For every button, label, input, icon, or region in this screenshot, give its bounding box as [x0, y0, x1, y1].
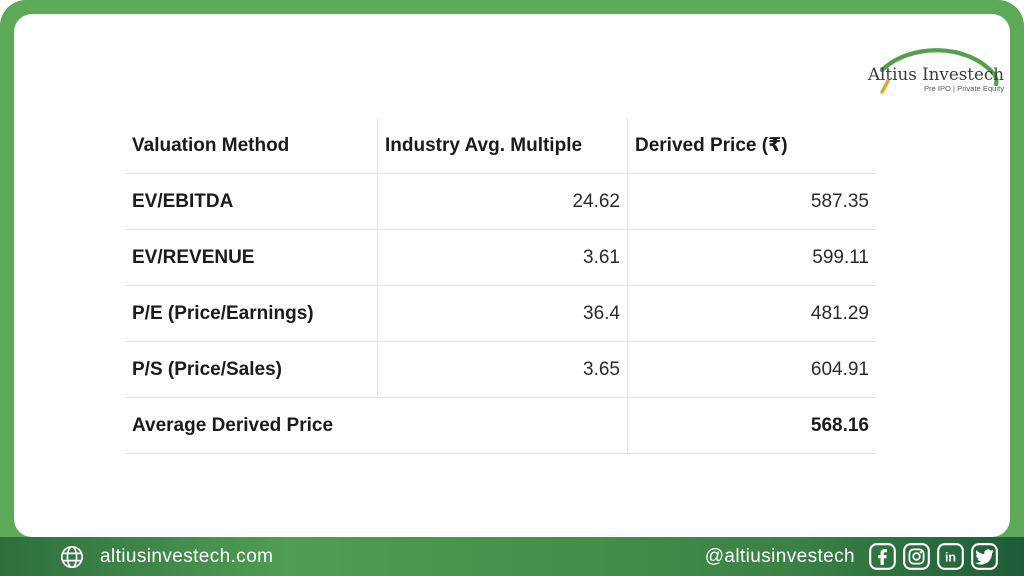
price-cell: 599.11	[627, 230, 876, 285]
multiple-cell: 24.62	[377, 174, 627, 229]
content-card	[14, 14, 1010, 537]
table-row: P/S (Price/Sales) 3.65 604.91	[125, 342, 876, 398]
logo-arc	[879, 48, 999, 87]
social-handle[interactable]: @altiusinvestech	[704, 545, 855, 567]
twitter-icon[interactable]	[971, 543, 998, 570]
linkedin-icon[interactable]: in	[937, 543, 964, 570]
multiple-cell: 3.61	[377, 230, 627, 285]
footer-right: @altiusinvestech in	[705, 543, 1024, 570]
price-cell: 604.91	[627, 342, 876, 397]
table-row: P/E (Price/Earnings) 36.4 481.29	[125, 286, 876, 342]
col-header-multiple: Industry Avg. Multiple	[377, 118, 627, 173]
svg-text:in: in	[945, 550, 956, 564]
col-header-method: Valuation Method	[132, 134, 290, 156]
brand-logo: Altius Investech Pre IPO | Private Equit…	[867, 48, 1004, 94]
table-row: EV/REVENUE 3.61 599.11	[125, 230, 876, 286]
summary-value: 568.16	[627, 398, 876, 453]
price-cell: 481.29	[627, 286, 876, 341]
footer-left: altiusinvestech.com	[0, 542, 273, 572]
website-link[interactable]: altiusinvestech.com	[100, 545, 274, 567]
brand-tagline: Pre IPO | Private Equity	[924, 84, 1004, 93]
valuation-table: Valuation Method Industry Avg. Multiple …	[125, 118, 876, 454]
method-cell: EV/EBITDA	[132, 190, 234, 212]
globe-icon	[60, 545, 84, 568]
multiple-cell: 3.65	[377, 342, 627, 397]
method-cell: EV/REVENUE	[132, 246, 255, 268]
facebook-icon[interactable]	[869, 543, 896, 570]
method-cell: P/E (Price/Earnings)	[132, 302, 314, 324]
method-cell: P/S (Price/Sales)	[132, 358, 282, 380]
price-cell: 587.35	[627, 174, 876, 229]
summary-label: Average Derived Price	[132, 414, 334, 436]
table-summary-row: Average Derived Price 568.16	[125, 398, 876, 454]
instagram-icon[interactable]	[903, 543, 930, 570]
multiple-cell: 36.4	[377, 286, 627, 341]
footer-bar: altiusinvestech.com @altiusinvestech in	[0, 537, 1024, 576]
social-icons: in	[869, 543, 998, 570]
brand-name: Altius Investech	[867, 65, 1004, 84]
table-header-row: Valuation Method Industry Avg. Multiple …	[125, 118, 876, 174]
table-row: EV/EBITDA 24.62 587.35	[125, 174, 876, 230]
col-header-price: Derived Price (₹)	[627, 118, 876, 173]
logo-slash	[880, 79, 890, 94]
